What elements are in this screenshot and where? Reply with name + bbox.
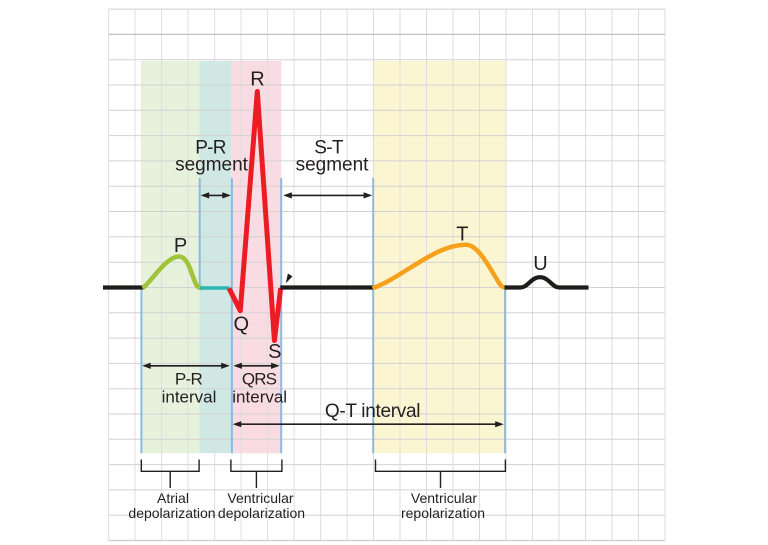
- svg-text:R: R: [250, 68, 264, 90]
- svg-text:QRS: QRS: [242, 369, 277, 388]
- svg-text:S-T: S-T: [314, 138, 344, 159]
- svg-text:P-R: P-R: [175, 369, 203, 388]
- svg-text:Ventricular: Ventricular: [411, 490, 477, 506]
- svg-text:U: U: [533, 253, 547, 275]
- svg-text:interval: interval: [232, 388, 287, 407]
- svg-text:Q-T interval: Q-T interval: [325, 401, 420, 422]
- svg-text:S: S: [268, 341, 281, 363]
- svg-text:Atrial: Atrial: [157, 490, 189, 506]
- svg-text:segment: segment: [296, 154, 370, 175]
- svg-text:depolarization: depolarization: [218, 505, 305, 521]
- svg-text:interval: interval: [162, 388, 217, 407]
- svg-text:Q: Q: [234, 314, 250, 336]
- svg-text:Ventricular: Ventricular: [227, 490, 293, 506]
- svg-text:P-R: P-R: [195, 138, 226, 159]
- svg-text:P: P: [174, 235, 187, 257]
- svg-text:T: T: [456, 223, 468, 245]
- svg-text:repolarization: repolarization: [401, 505, 485, 521]
- svg-text:segment: segment: [175, 154, 249, 175]
- svg-text:depolarization: depolarization: [128, 505, 215, 521]
